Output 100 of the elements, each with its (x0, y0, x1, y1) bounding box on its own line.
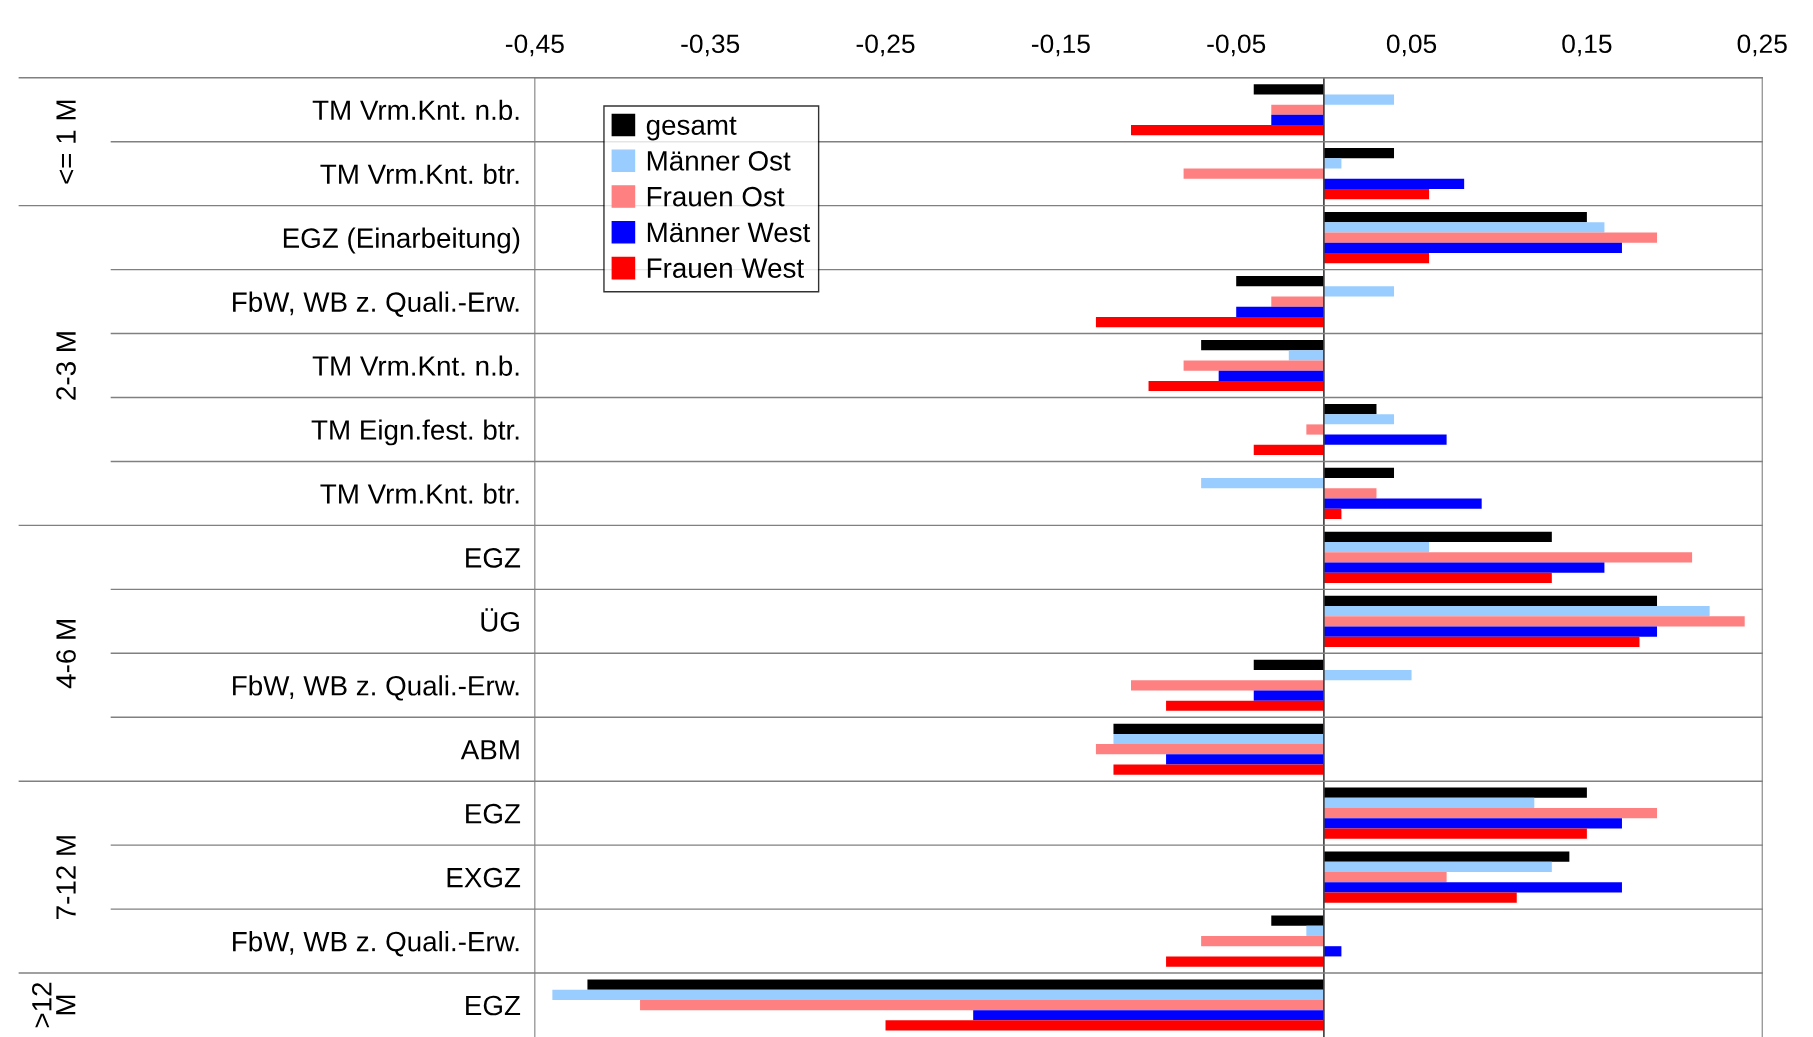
bar (1323, 797, 1535, 809)
y-tick-label: ABM (460, 740, 519, 760)
x-tick-label: -0,35 (681, 34, 740, 57)
bar (1183, 168, 1324, 179)
x-tick-label: -0,15 (1031, 34, 1090, 57)
bar (1253, 84, 1324, 95)
y-tick-label: EGZ (466, 548, 521, 568)
bar (1288, 350, 1324, 361)
bar (1323, 818, 1622, 829)
bar (1323, 572, 1552, 583)
bar (973, 1010, 1324, 1021)
bar (1323, 787, 1587, 798)
bar (1323, 414, 1395, 425)
bar (1323, 531, 1552, 543)
bar (1271, 114, 1324, 126)
y-tick-label: TM Vrm.Knt. n.b. (312, 99, 519, 121)
bar (1095, 316, 1324, 328)
bar (1323, 562, 1605, 573)
y-tick-label: FbW, WB z. Quali.-Erw. (233, 291, 519, 317)
y-tick-label: EGZ (466, 995, 521, 1016)
bar (1323, 222, 1605, 233)
bar (1323, 861, 1552, 873)
bar (1323, 212, 1587, 223)
bar (1323, 178, 1465, 190)
legend-label: Frauen Ost (647, 186, 785, 207)
bar (1131, 680, 1324, 691)
bar (1271, 104, 1324, 115)
bar (1306, 424, 1324, 435)
text: <= 1 M (56, 100, 76, 184)
bar (1323, 488, 1377, 499)
bar (1236, 306, 1324, 317)
y-tick-label: EXGZ (447, 867, 521, 888)
bar (1306, 925, 1324, 936)
bar (1323, 828, 1587, 839)
bar (1323, 286, 1395, 297)
bar (1113, 764, 1324, 775)
x-tick-label: 0,05 (1386, 34, 1437, 57)
bar (1323, 626, 1658, 637)
x-tick-label: -0,25 (856, 34, 915, 57)
bar (1113, 723, 1324, 734)
bar (1323, 498, 1482, 509)
bar (1323, 808, 1658, 819)
bar (1201, 935, 1324, 947)
bar (1236, 276, 1324, 287)
bar (1183, 360, 1324, 371)
bar (885, 1020, 1324, 1031)
bar (1323, 94, 1395, 105)
y-tick-label: EGZ (Einarbeitung) (283, 227, 520, 254)
bar (1201, 478, 1324, 489)
bar (640, 999, 1324, 1011)
bar (1323, 158, 1342, 169)
bar (1166, 754, 1324, 765)
bar (1323, 552, 1693, 563)
bar (1218, 370, 1324, 381)
bar (1113, 733, 1324, 745)
bar (1323, 467, 1395, 479)
text: 4-6 M (56, 620, 76, 689)
x-tick-label: 0,25 (1737, 34, 1787, 57)
bar (587, 979, 1324, 990)
bar (1323, 252, 1430, 264)
x-tick-label: 0,15 (1562, 34, 1612, 57)
text: >12 M (31, 982, 76, 1028)
y-tick-label: TM Vrm.Knt. btr. (320, 163, 519, 185)
bar (1323, 605, 1710, 617)
bar (1253, 444, 1324, 456)
bar (1323, 882, 1622, 893)
y-tick-label: EGZ (466, 803, 521, 824)
bar (1271, 915, 1324, 926)
text: 2-3 M (56, 332, 76, 400)
bar (1323, 636, 1640, 647)
y-tick-label: FbW, WB z. Quali.-Erw. (233, 931, 519, 957)
bar (1323, 892, 1517, 903)
legend-label: Frauen West (647, 258, 804, 278)
bar (1131, 125, 1324, 136)
bar (1323, 148, 1395, 159)
x-tick-label: -0,45 (505, 34, 564, 57)
y-tick-label: TM Eign.fest. btr. (311, 419, 519, 446)
bar (1148, 380, 1324, 392)
bar (552, 989, 1324, 1000)
bar (1323, 242, 1622, 253)
bar (1323, 669, 1412, 681)
bar (1323, 872, 1447, 883)
y-tick-label: TM Vrm.Knt. n.b. (312, 355, 519, 376)
bar (1323, 434, 1447, 445)
y-tick-label: ÜG (481, 608, 519, 632)
bar (1323, 542, 1430, 553)
y-tick-label: TM Vrm.Knt. btr. (320, 483, 519, 504)
bar (1201, 339, 1324, 351)
legend-label: Männer Ost (647, 151, 791, 171)
bar (1323, 595, 1658, 606)
bar (1323, 189, 1430, 200)
bar (1253, 690, 1324, 701)
bar (1166, 700, 1324, 711)
bar (1323, 232, 1658, 243)
text: 7-12 M (56, 836, 76, 919)
bar (1323, 851, 1570, 862)
bar (1323, 403, 1377, 415)
legend-label: gesamt (646, 116, 737, 141)
bar (1166, 956, 1324, 967)
bar (1095, 744, 1324, 755)
